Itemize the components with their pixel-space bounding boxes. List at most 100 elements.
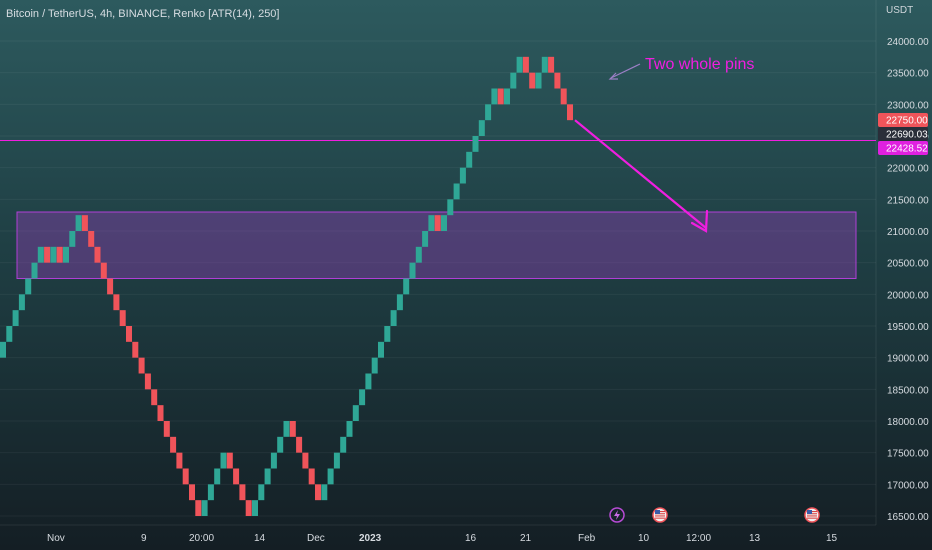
renko-brick-up	[207, 484, 214, 501]
y-tick-label: 19500.00	[887, 322, 929, 333]
renko-brick-down	[308, 468, 315, 485]
renko-brick-up	[466, 151, 473, 168]
renko-brick-up	[25, 278, 32, 295]
renko-brick-down	[100, 262, 107, 279]
renko-brick-up	[422, 231, 429, 247]
projection-arrow-head	[690, 209, 709, 233]
price-badge-label: 22750.00	[886, 116, 928, 127]
price-axis[interactable]: 24000.0023500.0023000.0022500.0022000.00…	[887, 37, 929, 523]
price-badge	[878, 141, 928, 155]
x-tick-label: 20:00	[189, 533, 214, 544]
renko-brick-down	[567, 104, 573, 121]
renko-brick-down	[289, 421, 296, 437]
annotation-layer: Two whole pins	[574, 56, 754, 233]
x-tick-label: Dec	[307, 533, 325, 544]
x-tick-label: 16	[465, 533, 477, 544]
y-tick-label: 18000.00	[887, 417, 929, 428]
renko-brick-down	[434, 215, 441, 231]
renko-brick-up	[220, 452, 227, 469]
price-badges: 22750.00 22690.03 22428.52	[878, 113, 928, 155]
x-tick-label: Nov	[47, 533, 65, 544]
renko-brick-up	[504, 88, 510, 105]
pin-arrow-head	[608, 72, 618, 80]
us-flag-icon[interactable]	[804, 507, 820, 523]
y-tick-label: 17500.00	[887, 449, 929, 460]
renko-brick-down	[296, 436, 303, 453]
y-tick-label: 22000.00	[887, 164, 929, 175]
renko-brick-down	[163, 421, 170, 437]
renko-brick-down	[56, 246, 63, 263]
y-tick-label: 21500.00	[887, 195, 929, 206]
renko-brick-down	[239, 484, 246, 501]
renko-brick-down	[522, 56, 529, 73]
renko-brick-up	[384, 326, 391, 342]
us-flag-icon[interactable]	[652, 507, 668, 523]
annotation-label: Two whole pins	[645, 56, 754, 73]
x-tick-label: Feb	[578, 533, 596, 544]
renko-brick-up	[478, 120, 485, 136]
renko-brick-up	[277, 436, 284, 453]
renko-brick-down	[226, 452, 233, 469]
price-badge	[878, 113, 928, 127]
renko-brick-up	[6, 326, 13, 342]
axis-currency-label[interactable]: USDT	[886, 5, 914, 16]
y-tick-label: 19000.00	[887, 354, 929, 365]
renko-brick-down	[126, 326, 132, 342]
renko-brick-up	[459, 167, 466, 184]
price-badge	[878, 127, 928, 141]
renko-brick-up	[352, 405, 359, 421]
renko-brick-up	[485, 104, 492, 121]
renko-brick-down	[182, 468, 189, 485]
renko-brick-down	[176, 452, 183, 469]
renko-brick-down	[151, 389, 158, 406]
renko-brick-up	[321, 484, 328, 501]
y-tick-label: 21000.00	[887, 227, 929, 238]
y-tick-label: 18500.00	[887, 385, 929, 396]
x-tick-label: 15	[826, 533, 838, 544]
event-icons[interactable]	[609, 507, 820, 523]
renko-brick-up	[535, 72, 542, 89]
pin-arrow-line	[610, 63, 641, 79]
renko-brick-down	[88, 231, 95, 247]
renko-brick-up	[516, 56, 523, 73]
y-tick-label: 23000.00	[887, 100, 929, 111]
renko-brick-down	[138, 357, 145, 374]
price-badge-label: 22690.03	[886, 130, 928, 141]
renko-brick-down	[554, 72, 561, 89]
time-axis[interactable]: Nov 9 20:00 14 Dec 2023 16 21 Feb 10 12:00 13 15	[47, 533, 838, 544]
renko-brick-down	[94, 246, 101, 263]
y-tick-label: 23500.00	[887, 69, 929, 80]
x-tick-label: 14	[254, 533, 266, 544]
renko-brick-down	[157, 405, 164, 421]
renko-brick-up	[346, 421, 353, 437]
x-tick-label: 21	[520, 533, 532, 544]
renko-brick-up	[283, 421, 290, 437]
x-tick-label: 10	[638, 533, 650, 544]
renko-brick-up	[390, 310, 397, 326]
renko-brick-up	[258, 484, 265, 501]
y-tick-label: 17000.00	[887, 480, 929, 491]
renko-brick-up	[340, 436, 347, 453]
renko-brick-up	[472, 136, 479, 152]
renko-brick-up	[69, 231, 76, 247]
renko-brick-down	[107, 278, 114, 295]
x-tick-label: 12:00	[686, 533, 711, 544]
renko-brick-up	[252, 500, 258, 516]
renko-brick-down	[529, 72, 536, 89]
renko-brick-down	[44, 246, 51, 263]
renko-brick-up	[510, 72, 517, 89]
renko-brick-up	[378, 341, 384, 358]
price-badge-label: 22428.52	[886, 144, 928, 155]
y-tick-label: 20500.00	[887, 259, 929, 270]
support-zone-layer	[0, 140, 876, 279]
renko-brick-up	[453, 183, 460, 200]
renko-brick-up	[428, 215, 435, 231]
renko-brick-down	[132, 341, 139, 358]
renko-brick-up	[12, 310, 19, 326]
renko-brick-up	[409, 262, 416, 279]
projection-arrow-line	[574, 119, 707, 229]
renko-brick-up	[31, 262, 38, 279]
lightning-icon[interactable]	[609, 507, 625, 523]
renko-brick-up	[365, 373, 372, 390]
